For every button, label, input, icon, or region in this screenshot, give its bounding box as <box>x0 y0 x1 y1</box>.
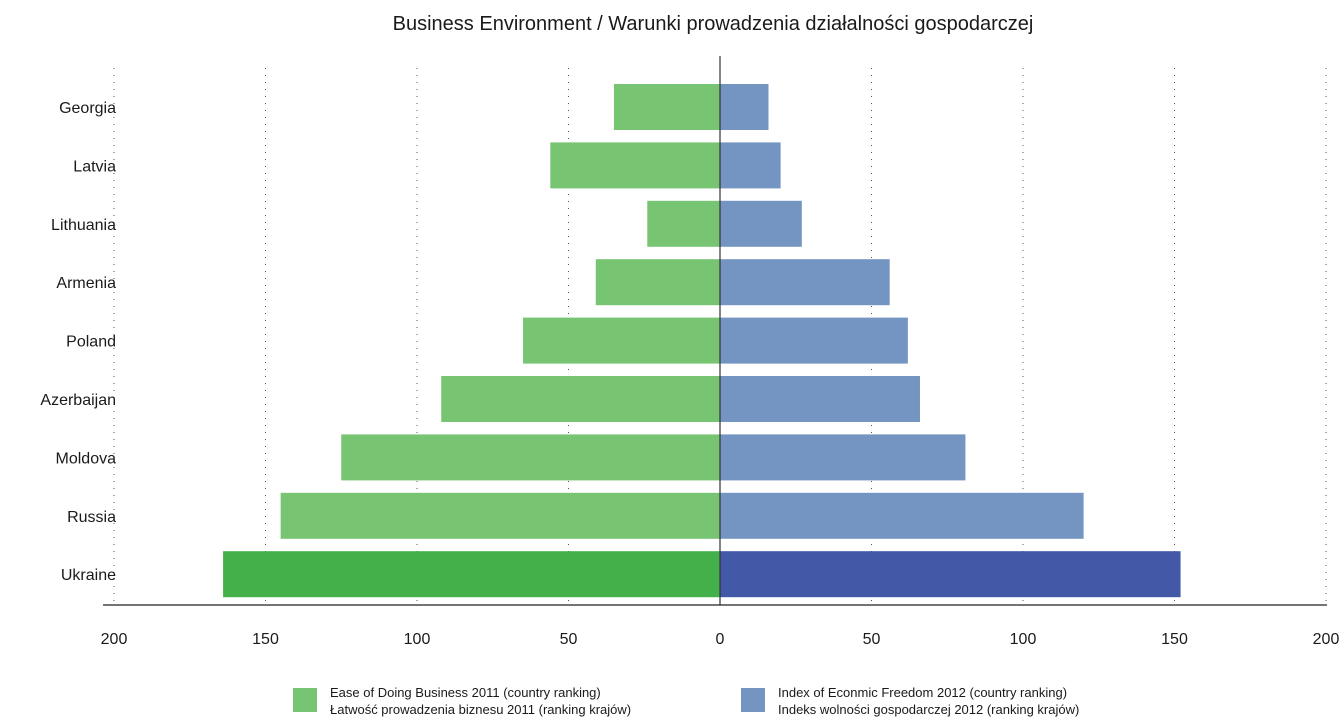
bar-ease-of-doing-business-armenia <box>596 259 720 305</box>
bar-economic-freedom-azerbaijan <box>720 376 920 422</box>
bar-economic-freedom-latvia <box>720 142 781 188</box>
bars-layer <box>223 84 1180 597</box>
legend-swatch-ease-of-doing-business <box>293 688 317 712</box>
category-label-ukraine: Ukraine <box>61 567 116 584</box>
category-label-latvia: Latvia <box>73 158 116 175</box>
category-label-poland: Poland <box>66 334 116 351</box>
bar-economic-freedom-armenia <box>720 259 890 305</box>
category-label-armenia: Armenia <box>56 275 116 292</box>
bar-ease-of-doing-business-latvia <box>550 142 720 188</box>
category-label-russia: Russia <box>67 509 116 526</box>
bar-economic-freedom-lithuania <box>720 201 802 247</box>
bar-ease-of-doing-business-poland <box>523 318 720 364</box>
bar-economic-freedom-poland <box>720 318 908 364</box>
legend-label-ease-of-doing-business: Ease of Doing Business 2011 (country ran… <box>330 685 601 700</box>
category-label-azerbaijan: Azerbaijan <box>40 392 116 409</box>
category-label-lithuania: Lithuania <box>51 217 116 234</box>
bar-ease-of-doing-business-azerbaijan <box>441 376 720 422</box>
bar-economic-freedom-ukraine <box>720 551 1181 597</box>
x-tick-label-4: 0 <box>716 631 725 648</box>
bar-ease-of-doing-business-moldova <box>341 434 720 480</box>
bar-economic-freedom-georgia <box>720 84 768 130</box>
labels-layer: Georgia Latvia Lithuania Armenia Poland Azerb… <box>40 100 116 584</box>
legend: Ease of Doing Business 2011 (country ran… <box>293 685 1079 717</box>
legend-label-pl-economic-freedom: Indeks wolności gospodarczej 2012 (ranki… <box>778 702 1079 717</box>
bar-ease-of-doing-business-georgia <box>614 84 720 130</box>
bar-economic-freedom-moldova <box>720 434 965 480</box>
category-label-moldova: Moldova <box>56 450 117 467</box>
x-tick-label-0: 200 <box>101 631 128 648</box>
legend-swatch-economic-freedom <box>741 688 765 712</box>
legend-label-economic-freedom: Index of Econmic Freedom 2012 (country r… <box>778 685 1067 700</box>
x-tick-label-2: 100 <box>404 631 431 648</box>
bar-ease-of-doing-business-ukraine <box>223 551 720 597</box>
x-tick-label-6: 100 <box>1010 631 1037 648</box>
x-tick-label-8: 200 <box>1313 631 1340 648</box>
x-tick-label-7: 150 <box>1161 631 1188 648</box>
bar-ease-of-doing-business-russia <box>281 493 720 539</box>
bar-economic-freedom-russia <box>720 493 1084 539</box>
bar-ease-of-doing-business-lithuania <box>647 201 720 247</box>
x-tick-label-3: 50 <box>560 631 578 648</box>
chart-title: Business Environment / Warunki prowadzen… <box>393 13 1034 35</box>
category-label-georgia: Georgia <box>59 100 116 117</box>
legend-label-pl-ease-of-doing-business: Łatwość prowadzenia biznesu 2011 (rankin… <box>330 702 631 717</box>
x-tick-label-5: 50 <box>863 631 881 648</box>
x-tick-label-1: 150 <box>252 631 279 648</box>
